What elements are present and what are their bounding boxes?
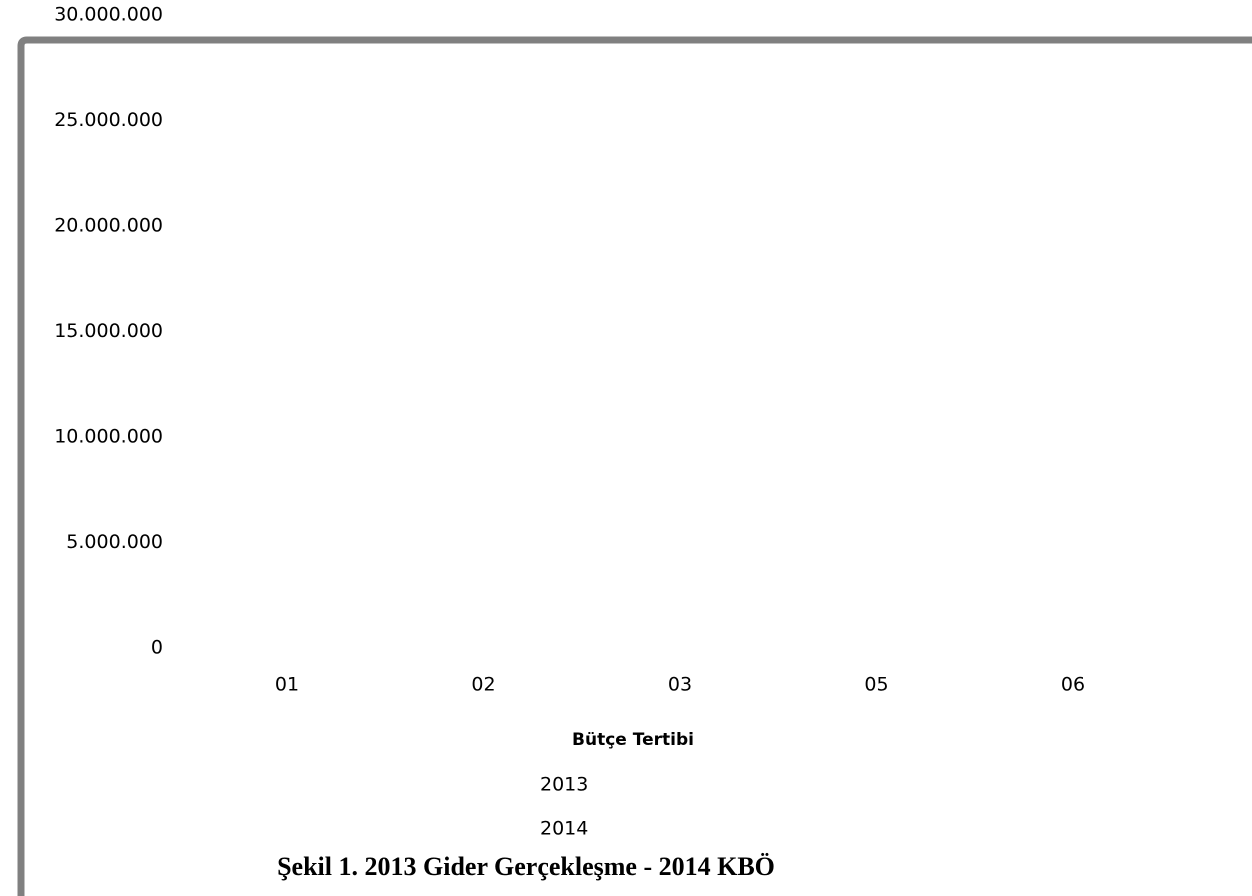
x-tick-label: 05	[864, 674, 888, 696]
y-tick-label: 20.000.000	[54, 215, 163, 237]
legend-label: 2014	[540, 818, 588, 840]
y-tick-label: 0	[151, 637, 163, 659]
x-axis-label: Bütçe Tertibi	[572, 730, 694, 750]
y-tick-label: 30.000.000	[54, 4, 163, 26]
caption: Şekil 1. 2013 Gider Gerçekleşme - 2014 K…	[277, 852, 775, 881]
y-tick-label: 10.000.000	[54, 426, 163, 448]
y-tick-label: 15.000.000	[54, 320, 163, 342]
y-tick-label: 5.000.000	[66, 531, 163, 553]
x-tick-label: 03	[668, 674, 692, 696]
y-tick-label: 25.000.000	[54, 109, 163, 131]
frame	[17, 36, 1252, 896]
x-tick-label: 01	[275, 674, 299, 696]
x-tick-label: 06	[1061, 674, 1085, 696]
legend-label: 2013	[540, 774, 588, 796]
x-tick-label: 02	[471, 674, 495, 696]
